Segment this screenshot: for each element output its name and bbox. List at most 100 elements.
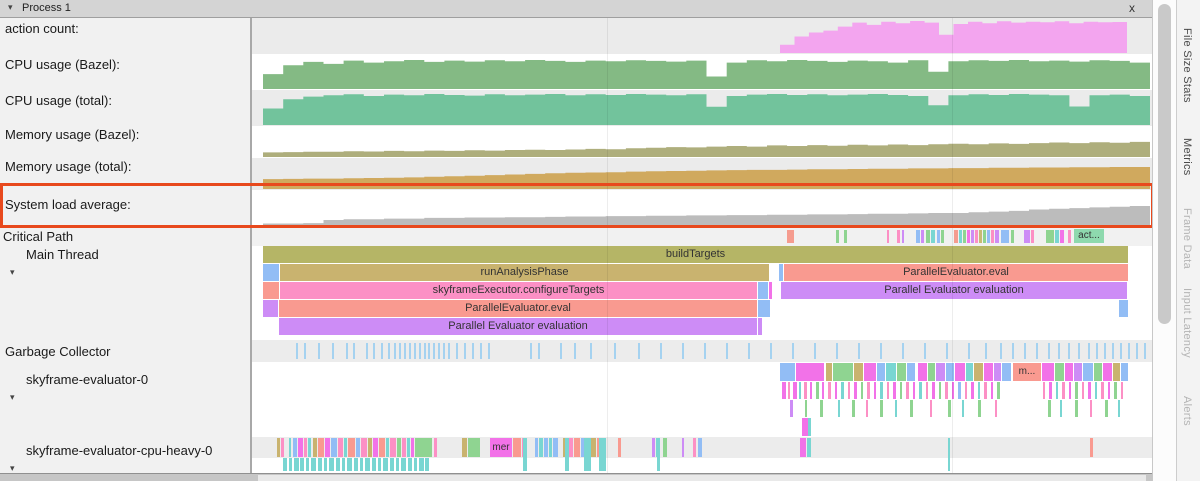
cpu-heavy-slice-row2[interactable] <box>383 458 388 471</box>
gc-event[interactable] <box>538 343 540 359</box>
evaluator0-slice-row1[interactable] <box>828 382 831 399</box>
critical-path-slice[interactable] <box>887 230 889 243</box>
critical-path-slice[interactable] <box>1011 230 1014 243</box>
gc-event[interactable] <box>1120 343 1122 359</box>
gc-event[interactable] <box>346 343 348 359</box>
gc-event[interactable] <box>638 343 640 359</box>
gc-event[interactable] <box>836 343 838 359</box>
cpu-heavy-slice[interactable] <box>415 438 432 457</box>
evaluator0-slice-row1[interactable] <box>880 382 883 399</box>
critical-path-slice[interactable] <box>991 230 994 243</box>
gc-event[interactable] <box>414 343 416 359</box>
evaluator0-slice-row0[interactable] <box>877 363 885 381</box>
cpu-heavy-slice[interactable] <box>1090 438 1093 457</box>
critical-path-slice[interactable] <box>787 230 794 243</box>
critical-path-slice[interactable] <box>931 230 935 243</box>
cpu-heavy-slice[interactable] <box>462 438 467 457</box>
horizontal-scrollbar[interactable] <box>0 473 1152 481</box>
cpu-heavy-slice[interactable] <box>373 438 378 457</box>
gc-event[interactable] <box>448 343 450 359</box>
gc-event[interactable] <box>530 343 532 359</box>
cpu-heavy-slice[interactable] <box>298 438 303 457</box>
evaluator0-slice-row1[interactable] <box>1108 382 1110 399</box>
thread-slice[interactable] <box>1119 300 1128 317</box>
gc-event[interactable] <box>1088 343 1090 359</box>
cpu-heavy-slice-row2[interactable] <box>372 458 376 471</box>
critical-path-slice[interactable]: act... <box>1074 229 1104 243</box>
evaluator0-slice-row0[interactable] <box>1042 363 1054 381</box>
evaluator0-slice-row1[interactable] <box>887 382 889 399</box>
critical-path-slice[interactable] <box>967 230 970 243</box>
evaluator0-slice-row0[interactable] <box>854 363 863 381</box>
counter-chart-system-load-average[interactable] <box>252 190 1152 228</box>
critical-path-slice[interactable] <box>954 230 958 243</box>
thread-slice[interactable] <box>758 282 768 299</box>
evaluator0-slice-row1[interactable] <box>822 382 824 399</box>
evaluator0-slice-row1[interactable] <box>965 382 967 399</box>
cpu-heavy-slice-row2[interactable] <box>408 458 412 471</box>
gc-event[interactable] <box>443 343 445 359</box>
gc-event[interactable] <box>726 343 728 359</box>
evaluator0-slice-row2[interactable] <box>948 400 951 417</box>
cpu-heavy-slice[interactable] <box>411 438 414 457</box>
cpu-heavy-slice-row2[interactable] <box>294 458 299 471</box>
thread-slice[interactable]: runAnalysisPhase <box>280 264 769 281</box>
evaluator0-slice-row1[interactable] <box>952 382 954 399</box>
thread-slice[interactable]: buildTargets <box>263 246 1128 263</box>
evaluator0-slice-row1[interactable] <box>958 382 961 399</box>
gc-event[interactable] <box>1068 343 1070 359</box>
vertical-scrollbar-thumb[interactable] <box>1158 4 1171 324</box>
critical-path-slice[interactable] <box>1068 230 1071 243</box>
critical-path-slice[interactable] <box>1001 230 1009 243</box>
cpu-heavy-slice[interactable] <box>313 438 317 457</box>
thread-slice[interactable] <box>758 300 770 317</box>
horizontal-scrollbar-thumb[interactable] <box>258 475 1146 481</box>
gc-event[interactable] <box>404 343 406 359</box>
evaluator0-slice-row0[interactable] <box>974 363 983 381</box>
evaluator0-slice-row1[interactable] <box>971 382 974 399</box>
gc-event[interactable] <box>399 343 401 359</box>
cpu-heavy-slice[interactable] <box>535 438 538 457</box>
evaluator0-slice-row0[interactable] <box>1094 363 1102 381</box>
evaluator0-slice-row1[interactable] <box>835 382 837 399</box>
evaluator0-slice-row2[interactable] <box>962 400 964 417</box>
evaluator0-slice-row1[interactable] <box>799 382 801 399</box>
cpu-heavy-slice-row2[interactable] <box>300 458 304 471</box>
critical-path-slice[interactable] <box>1046 230 1054 243</box>
critical-path-slice[interactable] <box>1024 230 1030 243</box>
gc-event[interactable] <box>318 343 320 359</box>
critical-path-slice[interactable] <box>959 230 962 243</box>
cpu-heavy-slice[interactable] <box>800 438 806 457</box>
evaluator0-slice-row0[interactable] <box>1065 363 1073 381</box>
cpu-heavy-slice[interactable] <box>553 438 558 457</box>
thread-slice[interactable] <box>263 264 279 281</box>
evaluator0-slice-row1[interactable] <box>984 382 987 399</box>
evaluator0-slice-row1[interactable] <box>1082 382 1084 399</box>
sidebar-tab-file-size-stats[interactable]: File Size Stats <box>1181 28 1193 103</box>
cpu-heavy-slice-row2[interactable] <box>318 458 322 471</box>
cpu-heavy-slice-tall[interactable] <box>948 438 950 471</box>
gc-event[interactable] <box>456 343 458 359</box>
evaluator0-slice-row1[interactable] <box>919 382 922 399</box>
gc-event[interactable] <box>353 343 355 359</box>
gc-event[interactable] <box>438 343 440 359</box>
critical-path-slice[interactable] <box>941 230 944 243</box>
evaluator0-slice-row1[interactable] <box>782 382 786 399</box>
collapse-triangle-icon[interactable]: ▾ <box>8 2 13 12</box>
critical-path-slice[interactable] <box>926 230 930 243</box>
cpu-heavy-slice-tall[interactable] <box>584 438 591 471</box>
gc-event[interactable] <box>748 343 750 359</box>
thread-slice[interactable] <box>758 318 762 335</box>
sidebar-tab-metrics[interactable]: Metrics <box>1181 138 1193 176</box>
cpu-heavy-slice[interactable] <box>652 438 655 457</box>
gc-event[interactable] <box>480 343 482 359</box>
gc-event[interactable] <box>574 343 576 359</box>
cpu-heavy-slice[interactable] <box>663 438 667 457</box>
panel-divider[interactable] <box>250 18 252 473</box>
cpu-heavy-slice-tall[interactable] <box>657 438 660 471</box>
evaluator0-slice-row0[interactable] <box>833 363 853 381</box>
gc-event[interactable] <box>858 343 860 359</box>
evaluator0-slice-row1[interactable] <box>900 382 902 399</box>
cpu-heavy-slice[interactable] <box>289 438 291 457</box>
evaluator0-slice-row1[interactable] <box>1088 382 1091 399</box>
